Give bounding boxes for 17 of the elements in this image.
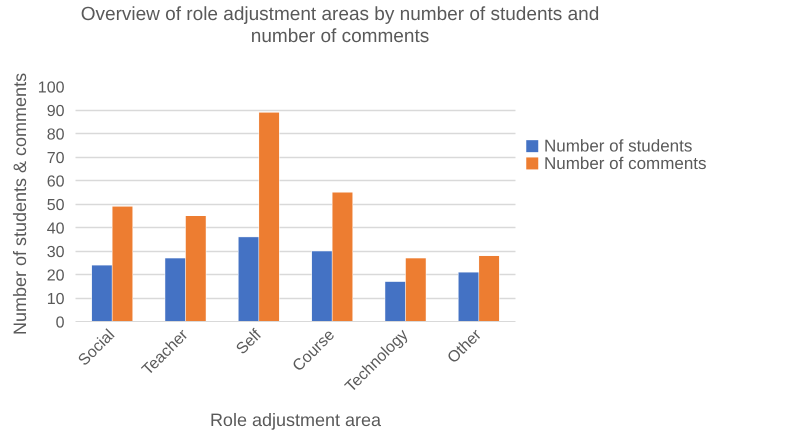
chart-title: Overview of role adjustment areas by number of students and number of comments (80, 4, 600, 48)
y-tick-label: 30 (46, 244, 65, 261)
y-tick-label: 60 (46, 174, 65, 190)
y-tick-label: 90 (46, 103, 65, 120)
y-tick-label: 0 (56, 314, 65, 332)
y-tick-label: 50 (46, 197, 65, 214)
x-tick-label: Self (233, 326, 266, 358)
y-tick-label: 10 (46, 291, 65, 308)
y-tick-label: 100 (38, 80, 65, 96)
y-tick-label: 20 (46, 268, 65, 284)
y-tick-label: 70 (46, 150, 65, 167)
y-tick-label: 80 (46, 126, 65, 144)
legend-label: Number of comments (544, 154, 706, 173)
y-tick-label: 40 (46, 220, 65, 238)
y-axis-title: Number of students & comments (10, 72, 30, 336)
legend-label: Number of students (544, 136, 692, 156)
x-axis-title: Role adjustment area (210, 410, 382, 430)
